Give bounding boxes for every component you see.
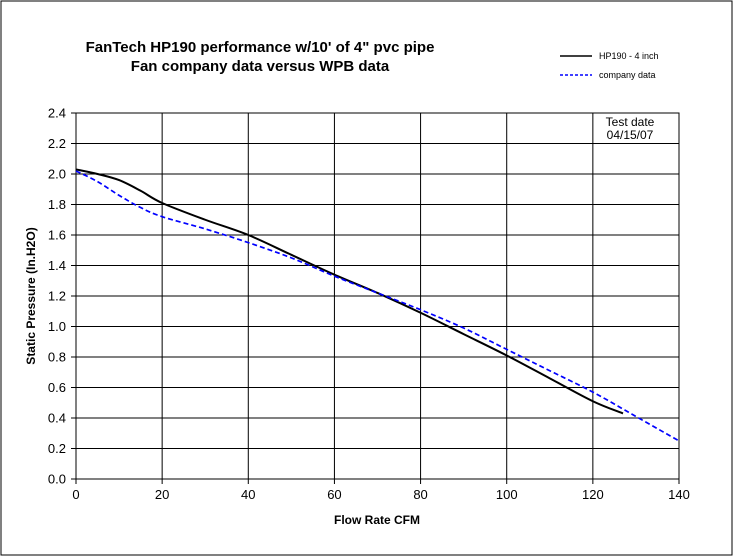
y-tick-label: 1.6 (48, 228, 66, 243)
chart-title-line-1: FanTech HP190 performance w/10' of 4" pv… (86, 39, 435, 56)
legend: HP190 - 4 inch company data (560, 51, 659, 80)
test-date-value: 04/15/07 (607, 128, 654, 142)
y-tick-label: 2.2 (48, 136, 66, 151)
legend-label-company: company data (599, 70, 656, 80)
x-tick-label: 60 (327, 487, 341, 502)
series-line-company-data (75, 170, 680, 442)
y-tick-label: 0.4 (48, 411, 66, 426)
test-date-annotation: Test date 04/15/07 (606, 115, 655, 142)
x-tick-label: 80 (413, 487, 427, 502)
x-tick-label: 0 (72, 487, 79, 502)
y-tick-label: 1.2 (48, 289, 66, 304)
x-tick-label: 140 (668, 487, 690, 502)
x-tick-label: 100 (496, 487, 518, 502)
y-tick-label: 0.2 (48, 441, 66, 456)
test-date-label: Test date (606, 115, 655, 129)
x-tick-label: 120 (582, 487, 604, 502)
legend-label-hp190: HP190 - 4 inch (599, 51, 659, 61)
y-tick-label: 0.6 (48, 380, 66, 395)
series-line-hp190 (75, 168, 624, 415)
tick-labels: 0.0 0.2 0.4 0.6 0.8 1.0 1.2 1.4 1.6 1.8 2.0 2.2 2.4 0… (48, 106, 690, 503)
y-tick-label: 0.8 (48, 350, 66, 365)
y-tick-label: 0.0 (48, 472, 66, 487)
y-tick-label: 2.4 (48, 106, 66, 121)
x-tick-label: 20 (155, 487, 169, 502)
x-axis-label: Flow Rate CFM (334, 513, 420, 527)
chart-title-line-2: Fan company data versus WPB data (131, 58, 390, 75)
y-tick-label: 1.8 (48, 197, 66, 212)
series-layer (75, 168, 680, 442)
y-axis-label: Static Pressure (In.H2O) (24, 227, 38, 364)
y-tick-label: 1.0 (48, 319, 66, 334)
y-tick-label: 1.4 (48, 258, 66, 273)
x-tick-label: 40 (241, 487, 255, 502)
y-tick-label: 2.0 (48, 167, 66, 182)
